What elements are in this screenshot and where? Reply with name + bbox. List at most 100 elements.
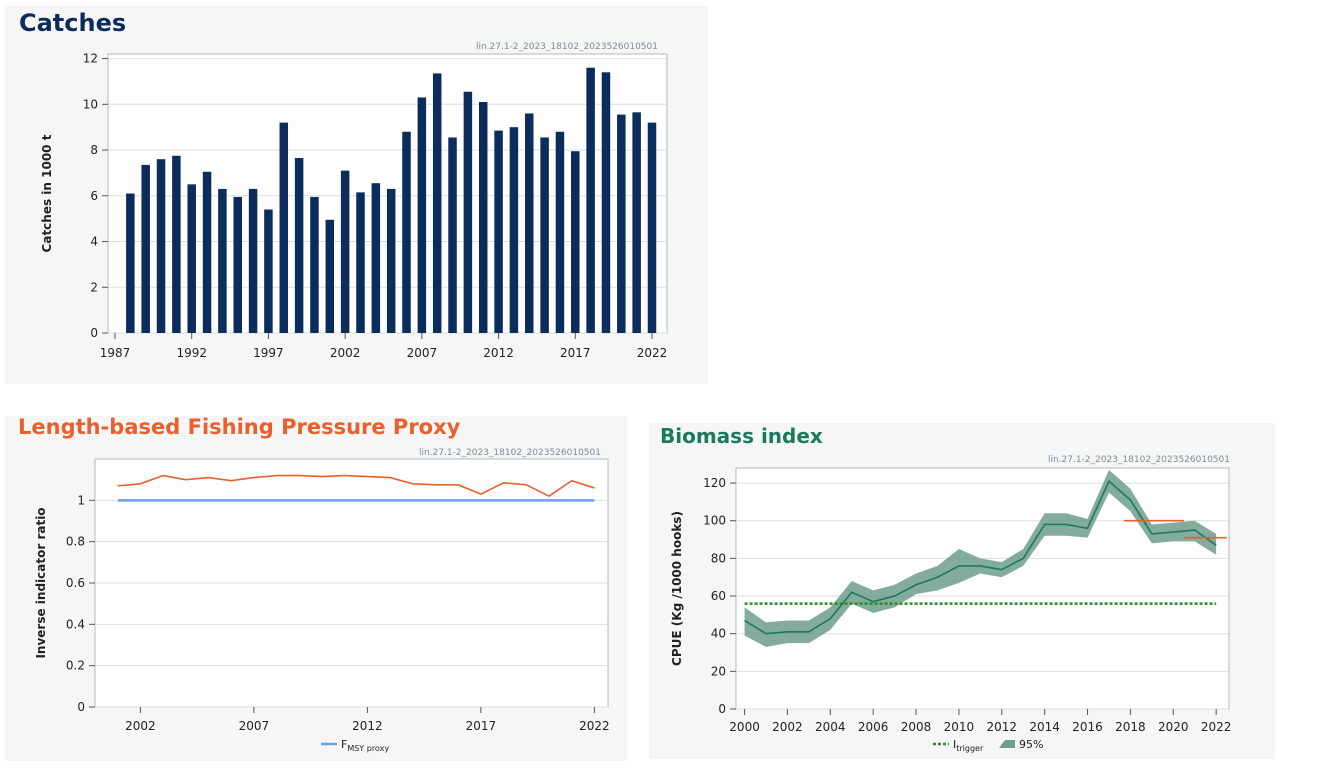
y-tick-label: 0 — [718, 702, 726, 716]
y-tick-label: 60 — [711, 589, 726, 603]
bar-2008 — [432, 73, 442, 333]
x-tick-label: 2004 — [815, 720, 846, 734]
x-tick-label: 2012 — [483, 346, 514, 360]
x-tick-label: 2017 — [560, 346, 591, 360]
bar-2001 — [325, 219, 335, 333]
x-tick-label: 2022 — [579, 719, 610, 733]
bar-1991 — [172, 155, 181, 333]
bar-1989 — [141, 164, 150, 333]
y-axis-title: Catches in 1000 t — [40, 134, 54, 252]
bar-2000 — [310, 196, 319, 333]
x-tick-label: 1987 — [100, 346, 131, 360]
fishing-pressure-title: Length-based Fishing Pressure Proxy — [18, 415, 461, 439]
bar-2006 — [402, 131, 411, 333]
x-tick-label: 1997 — [253, 346, 284, 360]
x-tick-label: 2020 — [1158, 720, 1189, 734]
x-tick-label: 2022 — [1201, 720, 1232, 734]
x-tick-label: 2008 — [901, 720, 932, 734]
legend-ci-swatch — [999, 740, 1015, 748]
y-tick-label: 6 — [90, 189, 98, 203]
y-tick-label: 1 — [77, 493, 85, 507]
x-tick-label: 2002 — [772, 720, 803, 734]
y-tick-label: 0.6 — [66, 576, 85, 590]
bar-2009 — [448, 137, 457, 333]
figure-id: lin.27.1-2_2023_18102_2023526010501 — [419, 448, 601, 458]
bar-2010 — [463, 91, 473, 333]
y-tick-label: 8 — [90, 143, 98, 157]
y-tick-label: 10 — [83, 97, 98, 111]
y-tick-label: 20 — [711, 664, 726, 678]
x-tick-label: 2010 — [944, 720, 975, 734]
bar-1995 — [233, 196, 242, 333]
legend-ci-label: 95% — [1019, 738, 1043, 751]
bar-2002 — [340, 170, 350, 333]
bar-1988 — [126, 193, 135, 333]
catches-panel: Catches 0 2 4 6 8 10 12 Catches in 1000 t lin.27… — [5, 6, 708, 384]
y-tick-label: 0.8 — [66, 535, 85, 549]
biomass-panel: Biomass index 0 20 40 60 80 100 120 CPUE (Kg /1… — [649, 423, 1275, 759]
y-tick-label: 40 — [711, 627, 726, 641]
bar-2004 — [371, 183, 381, 333]
catches-title: Catches — [19, 9, 127, 37]
x-tick-label: 2012 — [352, 719, 383, 733]
bar-1992 — [187, 184, 196, 333]
y-tick-label: 80 — [711, 551, 726, 565]
y-tick-label: 12 — [83, 52, 98, 66]
bar-1998 — [279, 122, 289, 333]
bar-2015 — [540, 137, 549, 333]
bar-1994 — [218, 188, 227, 333]
x-tick-label: 2016 — [1072, 720, 1103, 734]
bar-2013 — [509, 127, 519, 333]
y-tick-label: 100 — [703, 514, 726, 528]
x-tick-label: 2022 — [637, 346, 668, 360]
bar-2011 — [478, 102, 488, 333]
bar-2012 — [494, 130, 503, 333]
x-tick-label: 2006 — [858, 720, 889, 734]
legend-fmsy-label: FMSY proxy — [341, 738, 389, 753]
bar-1990 — [156, 159, 166, 333]
bar-2020 — [617, 114, 626, 333]
plot-area — [735, 467, 1230, 710]
bar-1997 — [264, 209, 273, 333]
legend-itrigger-label: Itrigger — [953, 738, 984, 753]
bar-2019 — [601, 72, 611, 334]
y-tick-label: 0 — [90, 326, 98, 340]
x-tick-label: 2002 — [125, 719, 156, 733]
x-tick-label: 2007 — [407, 346, 438, 360]
bar-2014 — [525, 113, 534, 333]
bar-2005 — [386, 188, 396, 333]
x-tick-label: 2007 — [239, 719, 270, 733]
y-axis-title: Inverse indicator ratio — [34, 507, 48, 658]
bar-1996 — [248, 188, 258, 333]
x-tick-label: 2017 — [466, 719, 497, 733]
bar-1993 — [202, 171, 212, 333]
y-tick-label: 0 — [77, 700, 85, 714]
bar-1999 — [294, 158, 304, 333]
cpue-line — [744, 479, 1217, 635]
figure-id: lin.27.1-2_2023_18102_2023526010501 — [476, 42, 658, 52]
bar-2016 — [555, 131, 565, 333]
bar-2022 — [647, 122, 657, 333]
biomass-chart: 0 20 40 60 80 100 120 CPUE (Kg /1000 hooks) lin.… — [670, 455, 1232, 753]
bar-2018 — [586, 67, 595, 333]
y-tick-label: 2 — [90, 280, 98, 294]
x-tick-label: 2012 — [987, 720, 1018, 734]
biomass-title: Biomass index — [660, 424, 823, 448]
bar-2007 — [417, 97, 427, 333]
y-tick-label: 120 — [703, 476, 726, 490]
x-tick-label: 2018 — [1115, 720, 1146, 734]
fishing-pressure-panel: Length-based Fishing Pressure Proxy 0 0.2… — [5, 415, 627, 761]
bar-2003 — [356, 192, 365, 333]
y-tick-label: 0.4 — [66, 617, 85, 631]
inverse-indicator-line — [117, 474, 595, 498]
bar-2017 — [571, 151, 580, 333]
x-tick-label: 2002 — [330, 346, 361, 360]
y-axis-title: CPUE (Kg /1000 hooks) — [670, 511, 684, 666]
bar-2021 — [632, 112, 641, 333]
fishing-pressure-chart: 0 0.2 0.4 0.6 0.8 1 Inverse indicator ratio lin… — [34, 448, 610, 753]
y-tick-label: 4 — [90, 235, 98, 249]
x-tick-label: 1992 — [176, 346, 207, 360]
x-tick-label: 2000 — [729, 720, 760, 734]
catches-chart: 0 2 4 6 8 10 12 Catches in 1000 t lin.27.1-2_202… — [40, 42, 668, 360]
figure-id: lin.27.1-2_2023_18102_2023526010501 — [1048, 455, 1230, 465]
